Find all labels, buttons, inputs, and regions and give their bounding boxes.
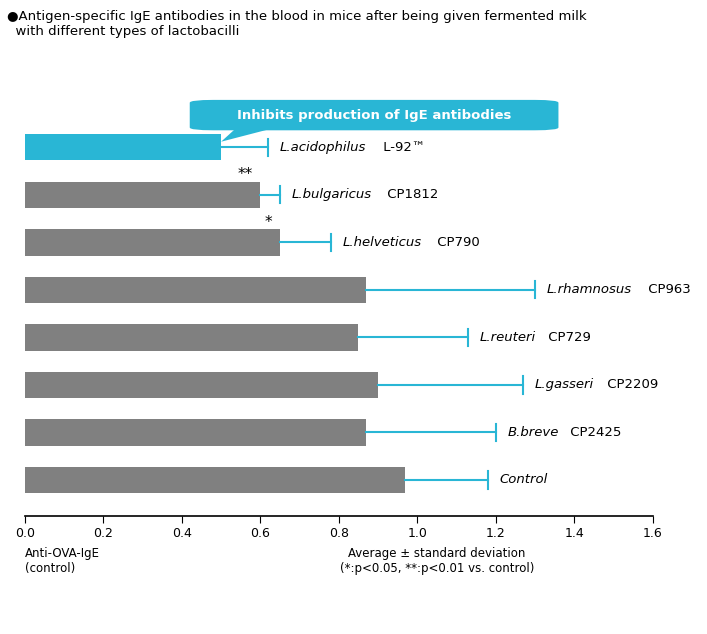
Bar [25, 325, 358, 351]
Text: Inhibits production of IgE antibodies: Inhibits production of IgE antibodies [237, 108, 511, 122]
Text: Average ± standard deviation
(*:p<0.05, **:p<0.01 vs. control): Average ± standard deviation (*:p<0.05, … [339, 547, 534, 574]
Bar [25, 230, 280, 256]
Polygon shape [221, 127, 276, 142]
Text: Anti-OVA-IgE
(control): Anti-OVA-IgE (control) [25, 547, 100, 574]
Bar [25, 134, 221, 160]
Bar [25, 277, 366, 303]
Bar [25, 182, 260, 208]
Text: L.reuteri: L.reuteri [480, 331, 536, 344]
Text: CP963: CP963 [644, 283, 691, 297]
Text: CP1812: CP1812 [383, 188, 439, 202]
Text: CP729: CP729 [544, 331, 591, 344]
Text: L.rhamnosus: L.rhamnosus [547, 283, 632, 297]
Bar [25, 467, 406, 493]
FancyBboxPatch shape [189, 100, 559, 131]
Text: B.breve: B.breve [508, 426, 559, 439]
Text: CP2425: CP2425 [566, 426, 621, 439]
Bar [25, 372, 378, 398]
Text: Control: Control [500, 474, 548, 486]
Text: ●Antigen-specific IgE antibodies in the blood in mice after being given fermente: ●Antigen-specific IgE antibodies in the … [7, 10, 587, 37]
Text: L.gasseri: L.gasseri [535, 378, 594, 391]
Bar [25, 420, 366, 446]
Text: CP790: CP790 [433, 236, 480, 249]
Text: **: ** [198, 120, 214, 134]
Text: CP2209: CP2209 [602, 378, 658, 391]
Text: **: ** [238, 167, 252, 182]
Text: L-92™: L-92™ [379, 141, 425, 154]
Text: *: * [264, 214, 272, 230]
Text: L.bulgaricus: L.bulgaricus [292, 188, 372, 202]
Text: L.helveticus: L.helveticus [343, 236, 422, 249]
Text: L.acidophilus: L.acidophilus [280, 141, 366, 154]
